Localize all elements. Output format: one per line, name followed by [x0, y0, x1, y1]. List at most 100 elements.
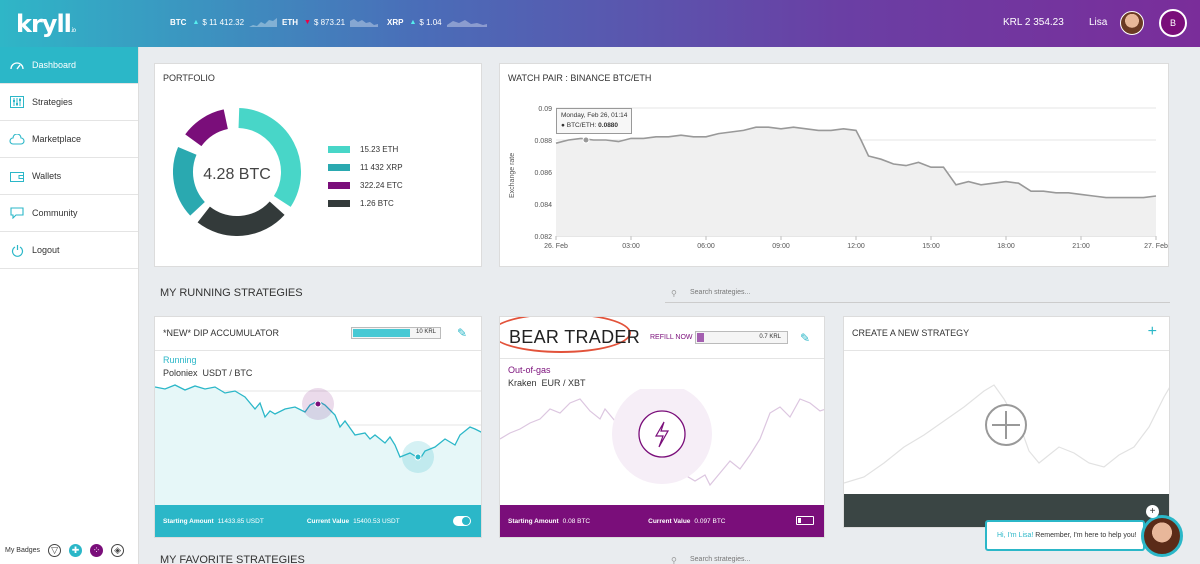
sidebar-item-logout[interactable]: Logout: [0, 232, 138, 269]
donut-slice: [185, 109, 229, 147]
x-tick-label: 26. Feb: [544, 243, 568, 250]
divider: [844, 350, 1169, 351]
fuel-gauge: 0.7 KRL: [695, 331, 788, 344]
power-icon: [9, 243, 25, 257]
sidebar-item-strategies[interactable]: Strategies: [0, 84, 138, 121]
krl-balance: KRL 2 354.23: [1003, 17, 1064, 28]
sidebar: Dashboard Strategies Marketplace Wallets…: [0, 47, 139, 564]
strategy-title: CREATE A NEW STRATEGY: [852, 328, 970, 338]
fuel-level-bar: [353, 329, 411, 337]
dashboard-gauge-icon: [9, 58, 25, 72]
top-bar: kryll.io BTC ▲ $ 11 412.32 ETH ▼ $ 873.21 XR…: [0, 0, 1200, 47]
status-label: Running: [163, 355, 197, 365]
dip-mini-chart: [155, 384, 481, 507]
portfolio-total: 4.28 BTC: [203, 166, 271, 183]
status-label: Out-of-gas: [508, 365, 551, 375]
ticker-xrp: XRP ▲ $ 1.04: [387, 17, 487, 27]
portfolio-card: PORTFOLIO 4.28 BTC 15.23 ETH 11 432 XRP …: [154, 63, 482, 267]
strategy-card-bear-trader[interactable]: BEAR TRADER REFILL NOW 0.7 KRL ✎ Out-of-…: [499, 316, 825, 538]
strategy-card-dip[interactable]: *NEW* DIP ACCUMULATOR 10 KRL ✎ Running P…: [154, 316, 482, 538]
search-icon: ⚲: [671, 289, 677, 298]
chart-tooltip: Monday, Feb 26, 01:14 ● BTC/ETH: 0.0880: [556, 108, 633, 134]
x-tick-label: 09:00: [772, 243, 790, 250]
legend-item: 322.24 ETC: [328, 176, 403, 194]
add-icon[interactable]: +: [1147, 323, 1157, 340]
user-name[interactable]: Lisa: [1089, 17, 1108, 28]
legend-swatch: [328, 181, 350, 189]
user-menu-button[interactable]: B: [1159, 9, 1187, 37]
arrow-down-icon: ▼: [304, 18, 311, 26]
divider: [500, 358, 824, 359]
donut-slice: [197, 201, 285, 236]
assistant-avatar[interactable]: [1141, 515, 1183, 557]
y-tick-label: 0.088: [534, 138, 552, 145]
chat-icon: [9, 206, 25, 220]
sidebar-item-wallets[interactable]: Wallets: [0, 158, 138, 195]
badge-dots-icon[interactable]: ⁘: [90, 544, 104, 557]
help-bubble[interactable]: Hi, I'm Lisa! Remember, I'm here to help…: [985, 520, 1145, 551]
watch-pair-line-chart[interactable]: 0.09 0.088 0.086 0.084 0.082 26. Feb 03:00 06:0…: [500, 94, 1168, 266]
y-tick-label: 0.082: [534, 234, 552, 241]
legend-swatch: [328, 199, 350, 207]
running-strategies-heading: MY RUNNING STRATEGIES: [160, 287, 303, 299]
series-area: [556, 127, 1156, 236]
x-tick-label: 12:00: [847, 243, 865, 250]
user-avatar[interactable]: [1120, 11, 1144, 35]
ticker-btc: BTC ▲ $ 11 412.32: [170, 17, 278, 27]
sparkline-eth: [350, 19, 379, 27]
arrow-up-icon: ▲: [192, 18, 200, 26]
running-toggle[interactable]: [453, 516, 471, 526]
portfolio-donut-chart: [173, 108, 301, 236]
sidebar-item-community[interactable]: Community: [0, 195, 138, 232]
badge-triangle-icon[interactable]: ▽: [48, 544, 62, 557]
legend-item: 11 432 XRP: [328, 158, 403, 176]
x-tick-label: 03:00: [622, 243, 640, 250]
ticker-eth: ETH ▼ $ 873.21: [282, 17, 379, 27]
strategy-title: *NEW* DIP ACCUMULATOR: [163, 328, 280, 338]
running-search-input[interactable]: ⚲ Search strategies...: [665, 287, 1170, 303]
legend-swatch: [328, 163, 350, 171]
kryll-logo[interactable]: kryll.io: [16, 10, 76, 38]
sparkline-xrp: [446, 20, 487, 27]
wallet-icon: [9, 169, 25, 183]
exchange-pair: Kraken EUR / XBT: [508, 378, 586, 388]
chat-plus-icon[interactable]: +: [1146, 505, 1159, 518]
sidebar-item-dashboard[interactable]: Dashboard: [0, 47, 138, 84]
badges-row: My Badges ▽ ✚ ⁘ ◈: [5, 544, 125, 557]
divider: [155, 350, 481, 351]
favorite-strategies-heading: MY FAVORITE STRATEGIES: [160, 554, 305, 564]
x-tick-label: 27. Feb: [1144, 243, 1168, 250]
x-tick-label: 06:00: [697, 243, 715, 250]
legend-item: 15.23 ETH: [328, 140, 403, 158]
x-tick-label: 18:00: [997, 243, 1015, 250]
search-icon: ⚲: [671, 556, 677, 564]
exchange-pair: Poloniex USDT / BTC: [163, 368, 253, 378]
badge-shield-icon[interactable]: ◈: [111, 544, 125, 557]
x-tick-label: 21:00: [1072, 243, 1090, 250]
favorite-search-input[interactable]: ⚲ Search strategies...: [665, 554, 1170, 564]
donut-slice: [173, 146, 206, 216]
lightning-icon: [654, 421, 670, 448]
fuel-level-bar: [697, 333, 705, 342]
donut-slice: [238, 108, 301, 207]
strategy-footer: Starting Amount 0.08 BTC Current Value 0.0…: [500, 505, 824, 537]
highlight-ellipse: [500, 317, 631, 353]
x-tick-label: 15:00: [922, 243, 940, 250]
series-line-btc-eth: [555, 126, 1157, 199]
badge-plus-icon[interactable]: ✚: [69, 544, 83, 557]
y-tick-label: 0.09: [538, 106, 552, 113]
strategy-footer: Starting Amount 11433.85 USDT Current Val…: [155, 505, 481, 537]
y-tick-label: 0.086: [534, 170, 552, 177]
create-strategy-card[interactable]: CREATE A NEW STRATEGY +: [843, 316, 1170, 528]
sidebar-item-marketplace[interactable]: Marketplace: [0, 121, 138, 158]
edit-icon[interactable]: ✎: [457, 326, 468, 340]
sliders-icon: [9, 95, 25, 109]
strategy-title: BEAR TRADER: [509, 327, 640, 347]
legend-swatch: [328, 145, 350, 153]
edit-icon[interactable]: ✎: [800, 331, 811, 345]
cloud-icon: [9, 132, 25, 146]
refill-now-link[interactable]: REFILL NOW: [650, 334, 693, 341]
fuel-gauge: 10 KRL: [351, 327, 441, 339]
hover-point: [582, 136, 590, 144]
arrow-up-icon: ▲: [409, 18, 417, 26]
